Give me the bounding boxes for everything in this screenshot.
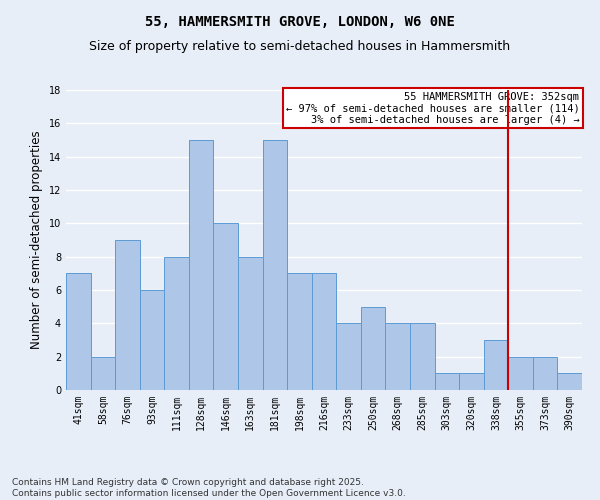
Bar	[410, 324, 434, 390]
Bar	[214, 224, 238, 390]
Bar	[140, 290, 164, 390]
Bar	[115, 240, 140, 390]
Y-axis label: Number of semi-detached properties: Number of semi-detached properties	[30, 130, 43, 350]
Bar	[91, 356, 115, 390]
Bar	[287, 274, 312, 390]
Bar	[484, 340, 508, 390]
Bar	[238, 256, 263, 390]
Text: 55 HAMMERSMITH GROVE: 352sqm
← 97% of semi-detached houses are smaller (114)
3% : 55 HAMMERSMITH GROVE: 352sqm ← 97% of se…	[286, 92, 580, 124]
Bar	[533, 356, 557, 390]
Bar	[508, 356, 533, 390]
Bar	[312, 274, 336, 390]
Text: Size of property relative to semi-detached houses in Hammersmith: Size of property relative to semi-detach…	[89, 40, 511, 53]
Bar	[189, 140, 214, 390]
Bar	[263, 140, 287, 390]
Bar	[459, 374, 484, 390]
Bar	[164, 256, 189, 390]
Bar	[361, 306, 385, 390]
Bar	[557, 374, 582, 390]
Text: Contains HM Land Registry data © Crown copyright and database right 2025.
Contai: Contains HM Land Registry data © Crown c…	[12, 478, 406, 498]
Bar	[66, 274, 91, 390]
Bar	[385, 324, 410, 390]
Text: 55, HAMMERSMITH GROVE, LONDON, W6 0NE: 55, HAMMERSMITH GROVE, LONDON, W6 0NE	[145, 15, 455, 29]
Bar	[336, 324, 361, 390]
Bar	[434, 374, 459, 390]
